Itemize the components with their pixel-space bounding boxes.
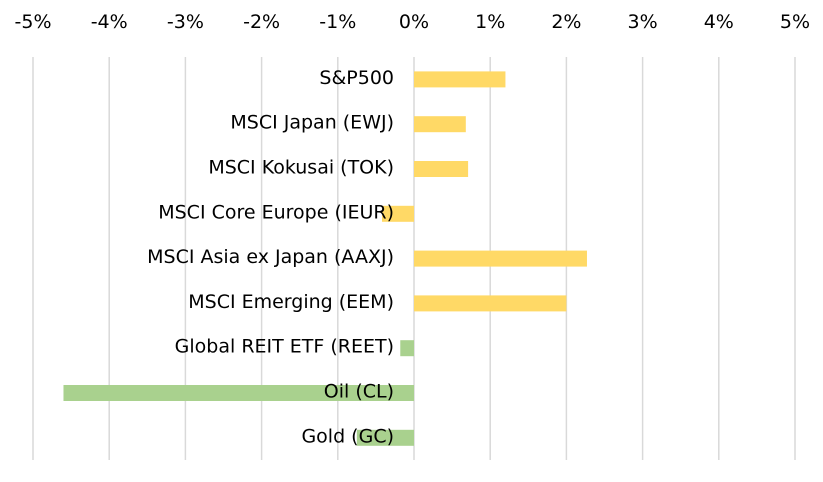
x-tick-label: 5% [780, 11, 810, 33]
bars [63, 71, 587, 446]
bar [356, 429, 414, 446]
bar [414, 116, 466, 133]
x-tick-label: -1% [319, 11, 356, 33]
category-label: MSCI Emerging (EEM) [188, 291, 394, 313]
category-label: MSCI Kokusai (TOK) [208, 157, 394, 179]
x-tick-label: 2% [551, 11, 581, 33]
x-tick-label: 3% [628, 11, 658, 33]
category-labels: S&P500 MSCI Japan (EWJ) MSCI Kokusai (TOK)… [147, 67, 394, 447]
category-label: Global REIT ETF (REET) [175, 336, 394, 358]
category-label: Gold (GC) [301, 425, 394, 447]
bar [381, 205, 414, 222]
bar [414, 295, 567, 312]
x-tick-label: 4% [704, 11, 734, 33]
x-axis-ticks: -5% -4% -3% -2% -1% 0% 1% 2% 3% 4% 5% [15, 11, 811, 33]
bar [400, 340, 414, 357]
x-tick-label: 1% [475, 11, 505, 33]
x-tick-label: -5% [15, 11, 52, 33]
category-label: MSCI Asia ex Japan (AAXJ) [147, 246, 394, 268]
bar [63, 385, 414, 401]
bar [414, 161, 469, 177]
category-label: S&P500 [319, 67, 394, 89]
x-tick-label: 0% [399, 11, 429, 33]
bar [414, 71, 506, 88]
x-tick-label: -4% [91, 11, 128, 33]
category-label: MSCI Core Europe (IEUR) [158, 201, 394, 223]
x-tick-label: -3% [167, 11, 204, 33]
category-label: MSCI Japan (EWJ) [230, 112, 394, 134]
bar [414, 250, 587, 267]
x-tick-label: -2% [243, 11, 280, 33]
category-label: Oil (CL) [324, 381, 394, 403]
